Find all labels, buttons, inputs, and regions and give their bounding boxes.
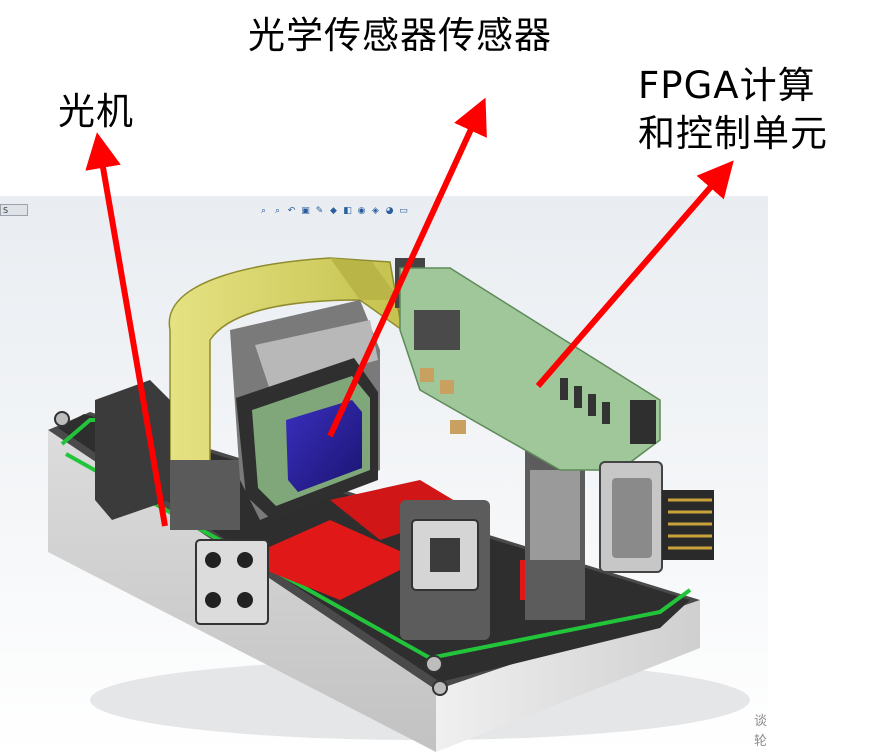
view-orientation-icon[interactable]: ◆ <box>330 205 337 216</box>
display-style-icon[interactable]: ◧ <box>343 205 352 216</box>
hide-show-icon[interactable]: ◉ <box>357 205 366 216</box>
fpga-pcb <box>399 267 661 471</box>
screw <box>432 680 448 696</box>
zoom-area-icon[interactable]: ⌕ <box>274 205 281 216</box>
label-optics: 光机 <box>58 90 134 133</box>
label-fpga-line1: FPGA计算 <box>638 64 816 107</box>
label-optical-sensor: 光学传感器传感器 <box>248 14 552 57</box>
label-fpga-line2: 和控制单元 <box>638 112 828 155</box>
section-view-icon[interactable]: ▣ <box>301 205 310 216</box>
arrow-sensor <box>327 97 487 438</box>
dynamic-annotation-icon[interactable]: ✎ <box>315 205 324 216</box>
apply-scene-icon[interactable]: ◕ <box>385 205 394 216</box>
arrow-optics <box>85 132 168 527</box>
zoom-fit-icon[interactable]: ⌕ <box>260 205 267 216</box>
heads-up-view-toolbar: ⌕ ⌕ ↶ ▣ ✎ ◆ ◧ ◉ ◈ ◕ ▭ <box>258 204 409 218</box>
view-settings-icon[interactable]: ▭ <box>399 205 408 216</box>
sensor-die <box>286 400 362 492</box>
dsub-connector <box>599 461 714 573</box>
edit-appearance-icon[interactable]: ◈ <box>372 205 379 216</box>
previous-view-icon[interactable]: ↶ <box>287 205 296 216</box>
screw <box>425 655 443 673</box>
camera-tag[interactable]: S CAM <box>0 204 28 216</box>
optical-engine <box>95 380 269 625</box>
arrow-fpga <box>535 160 734 388</box>
watermark: 谈 轮 <box>754 714 768 749</box>
screw <box>54 411 70 427</box>
